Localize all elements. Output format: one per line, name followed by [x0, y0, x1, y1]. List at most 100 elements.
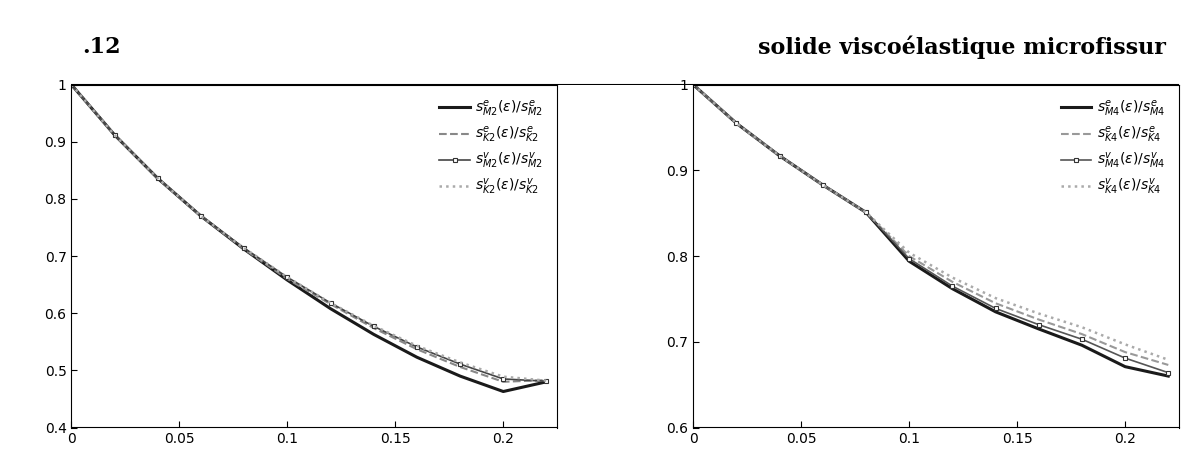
$s^{v}_{K2}(\epsilon)/s^{v}_{K2}$ [280, 275, 294, 280]
Line: $s^{e}_{K2}(\epsilon)/s^{e}_{K2}$: $s^{e}_{K2}(\epsilon)/s^{e}_{K2}$ [71, 85, 547, 382]
$s^{e}_{K4}(\epsilon)/s^{e}_{K4}$ [1161, 362, 1176, 368]
$s^{v}_{M2}(\epsilon)/s^{v}_{M2}$ [410, 344, 424, 350]
Text: solide viscoélastique microfissur: solide viscoélastique microfissur [759, 35, 1166, 59]
$s^{e}_{K4}(\epsilon)/s^{e}_{K4}$ [989, 300, 1003, 306]
$s^{v}_{K2}(\epsilon)/s^{v}_{K2}$ [324, 300, 338, 306]
$s^{v}_{M4}(\epsilon)/s^{v}_{M4}$ [729, 121, 743, 126]
$s^{e}_{K2}(\epsilon)/s^{e}_{K2}$ [497, 379, 511, 385]
$s^{v}_{M2}(\epsilon)/s^{v}_{M2}$ [324, 300, 338, 306]
$s^{e}_{K2}(\epsilon)/s^{e}_{K2}$ [324, 301, 338, 307]
$s^{e}_{K4}(\epsilon)/s^{e}_{K4}$ [946, 279, 960, 285]
$s^{e}_{M2}(\epsilon)/s^{e}_{M2}$ [194, 213, 208, 219]
$s^{e}_{M4}(\epsilon)/s^{e}_{M4}$ [729, 121, 743, 126]
$s^{v}_{M2}(\epsilon)/s^{v}_{M2}$ [107, 132, 121, 138]
$s^{e}_{M4}(\epsilon)/s^{e}_{M4}$ [946, 286, 960, 292]
$s^{v}_{K2}(\epsilon)/s^{v}_{K2}$ [410, 343, 424, 349]
Line: $s^{e}_{K4}(\epsilon)/s^{e}_{K4}$: $s^{e}_{K4}(\epsilon)/s^{e}_{K4}$ [693, 85, 1168, 365]
$s^{e}_{K2}(\epsilon)/s^{e}_{K2}$ [151, 176, 166, 181]
$s^{v}_{M4}(\epsilon)/s^{v}_{M4}$ [1031, 322, 1046, 328]
$s^{v}_{M2}(\epsilon)/s^{v}_{M2}$ [64, 82, 79, 87]
$s^{e}_{K4}(\epsilon)/s^{e}_{K4}$ [729, 121, 743, 126]
$s^{e}_{M2}(\epsilon)/s^{e}_{M2}$ [151, 176, 166, 181]
$s^{e}_{K2}(\epsilon)/s^{e}_{K2}$ [453, 364, 467, 370]
$s^{e}_{M2}(\epsilon)/s^{e}_{M2}$ [64, 82, 79, 87]
$s^{v}_{M4}(\epsilon)/s^{v}_{M4}$ [816, 182, 830, 188]
$s^{v}_{K4}(\epsilon)/s^{v}_{K4}$ [686, 82, 700, 87]
$s^{v}_{K4}(\epsilon)/s^{v}_{K4}$ [946, 275, 960, 280]
$s^{v}_{M4}(\epsilon)/s^{v}_{M4}$ [773, 153, 787, 159]
$s^{v}_{M4}(\epsilon)/s^{v}_{M4}$ [902, 256, 916, 262]
Line: $s^{v}_{M4}(\epsilon)/s^{v}_{M4}$: $s^{v}_{M4}(\epsilon)/s^{v}_{M4}$ [691, 82, 1171, 375]
$s^{v}_{M4}(\epsilon)/s^{v}_{M4}$ [946, 283, 960, 289]
$s^{e}_{M2}(\epsilon)/s^{e}_{M2}$ [367, 332, 381, 337]
$s^{v}_{M2}(\epsilon)/s^{v}_{M2}$ [540, 379, 554, 384]
$s^{e}_{K2}(\epsilon)/s^{e}_{K2}$ [367, 325, 381, 331]
$s^{e}_{K2}(\epsilon)/s^{e}_{K2}$ [540, 377, 554, 383]
$s^{e}_{M4}(\epsilon)/s^{e}_{M4}$ [773, 153, 787, 159]
$s^{v}_{K4}(\epsilon)/s^{v}_{K4}$ [1031, 311, 1046, 316]
$s^{v}_{K4}(\epsilon)/s^{v}_{K4}$ [859, 209, 873, 215]
$s^{v}_{K2}(\epsilon)/s^{v}_{K2}$ [237, 245, 251, 251]
$s^{e}_{K2}(\epsilon)/s^{e}_{K2}$ [280, 276, 294, 282]
Legend: $s^{e}_{M2}(\epsilon)/s^{e}_{M2}$, $s^{e}_{K2}(\epsilon)/s^{e}_{K2}$, $s^{v}_{M2: $s^{e}_{M2}(\epsilon)/s^{e}_{M2}$, $s^{e… [432, 92, 550, 204]
$s^{e}_{K2}(\epsilon)/s^{e}_{K2}$ [237, 247, 251, 252]
$s^{v}_{K2}(\epsilon)/s^{v}_{K2}$ [64, 82, 79, 87]
$s^{e}_{M2}(\epsilon)/s^{e}_{M2}$ [324, 306, 338, 312]
$s^{v}_{M2}(\epsilon)/s^{v}_{M2}$ [453, 361, 467, 367]
$s^{e}_{M2}(\epsilon)/s^{e}_{M2}$ [540, 379, 554, 385]
$s^{v}_{K4}(\epsilon)/s^{v}_{K4}$ [902, 250, 916, 256]
$s^{v}_{M4}(\epsilon)/s^{v}_{M4}$ [1074, 336, 1089, 342]
Legend: $s^{e}_{M4}(\epsilon)/s^{e}_{M4}$, $s^{e}_{K4}(\epsilon)/s^{e}_{K4}$, $s^{v}_{M4: $s^{e}_{M4}(\epsilon)/s^{e}_{M4}$, $s^{e… [1054, 92, 1172, 204]
Line: $s^{v}_{K2}(\epsilon)/s^{v}_{K2}$: $s^{v}_{K2}(\epsilon)/s^{v}_{K2}$ [71, 85, 547, 380]
$s^{e}_{K4}(\epsilon)/s^{e}_{K4}$ [773, 153, 787, 159]
$s^{e}_{M4}(\epsilon)/s^{e}_{M4}$ [902, 258, 916, 264]
$s^{e}_{K2}(\epsilon)/s^{e}_{K2}$ [410, 346, 424, 352]
$s^{v}_{K2}(\epsilon)/s^{v}_{K2}$ [497, 374, 511, 380]
$s^{e}_{K4}(\epsilon)/s^{e}_{K4}$ [1074, 331, 1089, 337]
$s^{v}_{M4}(\epsilon)/s^{v}_{M4}$ [686, 82, 700, 87]
$s^{e}_{M4}(\epsilon)/s^{e}_{M4}$ [1031, 326, 1046, 332]
$s^{e}_{K4}(\epsilon)/s^{e}_{K4}$ [859, 209, 873, 215]
$s^{v}_{K4}(\epsilon)/s^{v}_{K4}$ [773, 153, 787, 159]
$s^{e}_{M2}(\epsilon)/s^{e}_{M2}$ [237, 247, 251, 252]
$s^{e}_{M2}(\epsilon)/s^{e}_{M2}$ [497, 389, 511, 394]
$s^{e}_{M4}(\epsilon)/s^{e}_{M4}$ [989, 309, 1003, 314]
$s^{e}_{K2}(\epsilon)/s^{e}_{K2}$ [64, 82, 79, 87]
$s^{e}_{M4}(\epsilon)/s^{e}_{M4}$ [859, 209, 873, 215]
$s^{e}_{K2}(\epsilon)/s^{e}_{K2}$ [194, 213, 208, 219]
$s^{v}_{M4}(\epsilon)/s^{v}_{M4}$ [989, 305, 1003, 311]
$s^{e}_{K4}(\epsilon)/s^{e}_{K4}$ [1118, 349, 1133, 355]
$s^{v}_{M4}(\epsilon)/s^{v}_{M4}$ [859, 209, 873, 215]
$s^{v}_{K2}(\epsilon)/s^{v}_{K2}$ [151, 176, 166, 181]
$s^{v}_{K4}(\epsilon)/s^{v}_{K4}$ [989, 295, 1003, 301]
$s^{v}_{M2}(\epsilon)/s^{v}_{M2}$ [280, 275, 294, 280]
$s^{e}_{K4}(\epsilon)/s^{e}_{K4}$ [686, 82, 700, 87]
$s^{e}_{K4}(\epsilon)/s^{e}_{K4}$ [816, 182, 830, 188]
$s^{v}_{K4}(\epsilon)/s^{v}_{K4}$ [1118, 342, 1133, 347]
$s^{v}_{K4}(\epsilon)/s^{v}_{K4}$ [729, 121, 743, 126]
$s^{v}_{K4}(\epsilon)/s^{v}_{K4}$ [816, 182, 830, 188]
Line: $s^{e}_{M4}(\epsilon)/s^{e}_{M4}$: $s^{e}_{M4}(\epsilon)/s^{e}_{M4}$ [693, 85, 1168, 376]
$s^{e}_{K4}(\epsilon)/s^{e}_{K4}$ [902, 253, 916, 259]
$s^{v}_{K2}(\epsilon)/s^{v}_{K2}$ [453, 360, 467, 365]
$s^{v}_{K4}(\epsilon)/s^{v}_{K4}$ [1074, 324, 1089, 330]
Text: .12: .12 [82, 36, 121, 58]
$s^{v}_{M2}(\epsilon)/s^{v}_{M2}$ [367, 323, 381, 329]
$s^{e}_{M4}(\epsilon)/s^{e}_{M4}$ [816, 182, 830, 188]
$s^{v}_{M4}(\epsilon)/s^{v}_{M4}$ [1118, 355, 1133, 361]
$s^{v}_{M2}(\epsilon)/s^{v}_{M2}$ [237, 245, 251, 251]
$s^{v}_{K2}(\epsilon)/s^{v}_{K2}$ [367, 323, 381, 329]
$s^{e}_{M2}(\epsilon)/s^{e}_{M2}$ [280, 277, 294, 283]
$s^{e}_{K2}(\epsilon)/s^{e}_{K2}$ [107, 132, 121, 138]
$s^{e}_{M2}(\epsilon)/s^{e}_{M2}$ [453, 373, 467, 379]
$s^{v}_{K4}(\epsilon)/s^{v}_{K4}$ [1161, 357, 1176, 362]
Line: $s^{v}_{K4}(\epsilon)/s^{v}_{K4}$: $s^{v}_{K4}(\epsilon)/s^{v}_{K4}$ [693, 85, 1168, 360]
$s^{e}_{M4}(\epsilon)/s^{e}_{M4}$ [1161, 373, 1176, 379]
$s^{e}_{M2}(\epsilon)/s^{e}_{M2}$ [410, 354, 424, 360]
$s^{v}_{K2}(\epsilon)/s^{v}_{K2}$ [194, 213, 208, 219]
$s^{e}_{K4}(\epsilon)/s^{e}_{K4}$ [1031, 317, 1046, 323]
$s^{v}_{M2}(\epsilon)/s^{v}_{M2}$ [194, 213, 208, 219]
Line: $s^{e}_{M2}(\epsilon)/s^{e}_{M2}$: $s^{e}_{M2}(\epsilon)/s^{e}_{M2}$ [71, 85, 547, 391]
$s^{e}_{M2}(\epsilon)/s^{e}_{M2}$ [107, 132, 121, 138]
$s^{e}_{M4}(\epsilon)/s^{e}_{M4}$ [1118, 364, 1133, 370]
